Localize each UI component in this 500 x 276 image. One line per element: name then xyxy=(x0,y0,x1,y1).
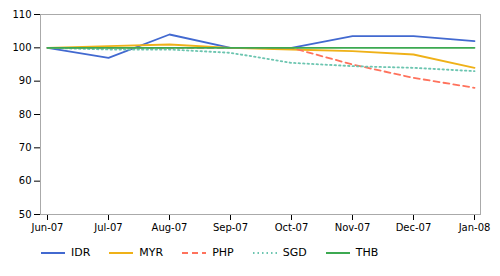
svg-text:60: 60 xyxy=(19,175,32,186)
html-text:SGD: SGD xyxy=(282,246,307,259)
html-text:THB: THB xyxy=(355,246,379,259)
svg-text:80: 80 xyxy=(19,109,32,120)
html-text:MYR: MYR xyxy=(139,246,164,259)
svg-text:70: 70 xyxy=(19,142,32,153)
svg-text:Jul-07: Jul-07 xyxy=(93,222,122,233)
svg-text:110: 110 xyxy=(12,9,31,20)
html-text:PHP: PHP xyxy=(212,246,234,259)
svg-text:Jan-08: Jan-08 xyxy=(458,222,491,233)
svg-text:Nov-07: Nov-07 xyxy=(335,222,371,233)
svg-text:Oct-07: Oct-07 xyxy=(275,222,309,233)
svg-text:Jun-07: Jun-07 xyxy=(31,222,64,233)
html-text:IDR: IDR xyxy=(71,246,91,259)
svg-text:100: 100 xyxy=(12,42,31,53)
svg-text:Dec-07: Dec-07 xyxy=(396,222,432,233)
svg-text:Sep-07: Sep-07 xyxy=(213,222,248,233)
svg-text:Aug-07: Aug-07 xyxy=(152,222,188,233)
svg-text:90: 90 xyxy=(19,75,32,86)
svg-text:50: 50 xyxy=(19,209,32,220)
